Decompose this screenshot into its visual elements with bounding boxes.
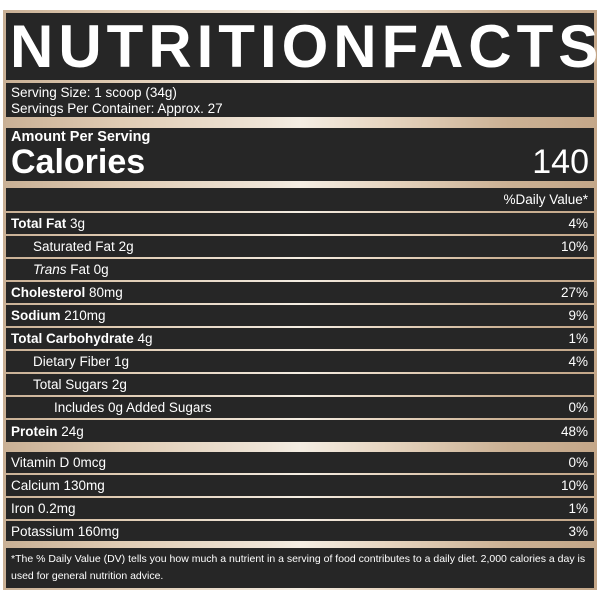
nutrient-row-total-carbohydrate: Total Carbohydrate 4g 1% (6, 328, 594, 349)
vitamin-row-iron: Iron 0.2mg 1% (6, 498, 594, 519)
nutrient-name-suffix: Fat (70, 262, 90, 277)
nutrient-row-cholesterol: Cholesterol 80mg 27% (6, 282, 594, 303)
vitamin-name: Vitamin D (11, 455, 70, 470)
nutrient-row-protein: Protein 24g 48% (6, 420, 594, 442)
nutrient-name: Includes 0g Added Sugars (54, 400, 212, 415)
nutrient-amount: 2g (111, 377, 127, 392)
calories-value: 140 (532, 143, 589, 181)
nutrient-dv: 48% (560, 423, 588, 439)
serving-info: Serving Size: 1 scoop (34g) Servings Per… (6, 83, 594, 117)
nutrient-name: Total Sugars (33, 377, 109, 392)
nutrition-facts-panel: NUTRITION FACTS Serving Size: 1 scoop (3… (3, 10, 598, 590)
serving-size: Serving Size: 1 scoop (34g) (11, 85, 177, 100)
vitamin-name: Calcium (11, 478, 60, 493)
title-word-nutrition: NUTRITION (10, 12, 382, 80)
vitamin-name: Potassium (11, 523, 75, 539)
nutrient-row-added-sugars: Includes 0g Added Sugars 0% (6, 397, 594, 418)
nutrient-name: Cholesterol (11, 285, 86, 300)
amount-per-serving-label: Amount Per Serving (11, 129, 151, 145)
nutrient-row-total-fat: Total Fat 3g 4% (6, 213, 594, 234)
title-word-facts: FACTS (381, 12, 600, 80)
nutrient-dv: 4% (568, 354, 588, 369)
nutrient-name: Total Fat (11, 216, 67, 231)
nutrient-row-trans-fat: Trans Fat 0g (6, 259, 594, 280)
vitamin-amount: 130mg (63, 478, 105, 493)
nutrient-dv: 4% (568, 216, 588, 231)
nutrient-row-dietary-fiber: Dietary Fiber 1g 4% (6, 351, 594, 372)
vitamin-name: Iron (11, 501, 35, 516)
nutrient-name: Sodium (11, 308, 61, 323)
nutrient-amount: 3g (70, 216, 86, 231)
nutrient-dv: 10% (560, 239, 588, 254)
nutrient-dv: 27% (560, 285, 588, 300)
nutrient-dv: 9% (568, 308, 588, 323)
nutrient-amount: 1g (114, 354, 130, 369)
nutrient-name: Protein (11, 423, 58, 439)
calories-section: Amount Per Serving Calories 140 (6, 128, 594, 181)
nutrient-name: Total Carbohydrate (11, 331, 134, 346)
nutrient-name: Dietary Fiber (33, 354, 111, 369)
nutrient-amount: 80mg (89, 285, 123, 300)
vitamin-amount: 160mg (77, 523, 120, 539)
nutrient-dv: 1% (568, 331, 588, 346)
daily-value-header: %Daily Value* (6, 188, 594, 211)
nutrient-amount: 2g (118, 239, 134, 254)
vitamin-row-calcium: Calcium 130mg 10% (6, 475, 594, 496)
nutrient-row-sodium: Sodium 210mg 9% (6, 305, 594, 326)
vitamin-amount: 0.2mg (38, 501, 76, 516)
nutrient-name: Trans (33, 262, 67, 277)
nutrient-amount: 210mg (64, 308, 106, 323)
calories-label: Calories (11, 143, 146, 181)
vitamin-dv: 10% (560, 478, 588, 493)
daily-value-footnote: *The % Daily Value (DV) tells you how mu… (6, 548, 594, 588)
vitamin-dv: 0% (568, 455, 588, 470)
vitamin-row-vitamin-d: Vitamin D 0mcg 0% (6, 452, 594, 473)
servings-per-container: Servings Per Container: Approx. 27 (11, 101, 223, 116)
vitamin-row-potassium: Potassium 160mg 3% (6, 521, 594, 541)
nutrient-dv: 0% (568, 400, 588, 415)
nutrient-row-total-sugars: Total Sugars 2g (6, 374, 594, 395)
nutrient-amount: 24g (61, 423, 84, 439)
vitamin-amount: 0mcg (73, 455, 107, 470)
vitamin-dv: 1% (568, 501, 588, 516)
vitamin-dv: 3% (568, 523, 588, 539)
nutrient-row-saturated-fat: Saturated Fat 2g 10% (6, 236, 594, 257)
nutrient-name: Saturated Fat (33, 239, 115, 254)
nutrient-amount: 0g (93, 262, 109, 277)
nutrient-amount: 4g (137, 331, 153, 346)
nutrition-facts-title: NUTRITION FACTS (6, 12, 598, 80)
